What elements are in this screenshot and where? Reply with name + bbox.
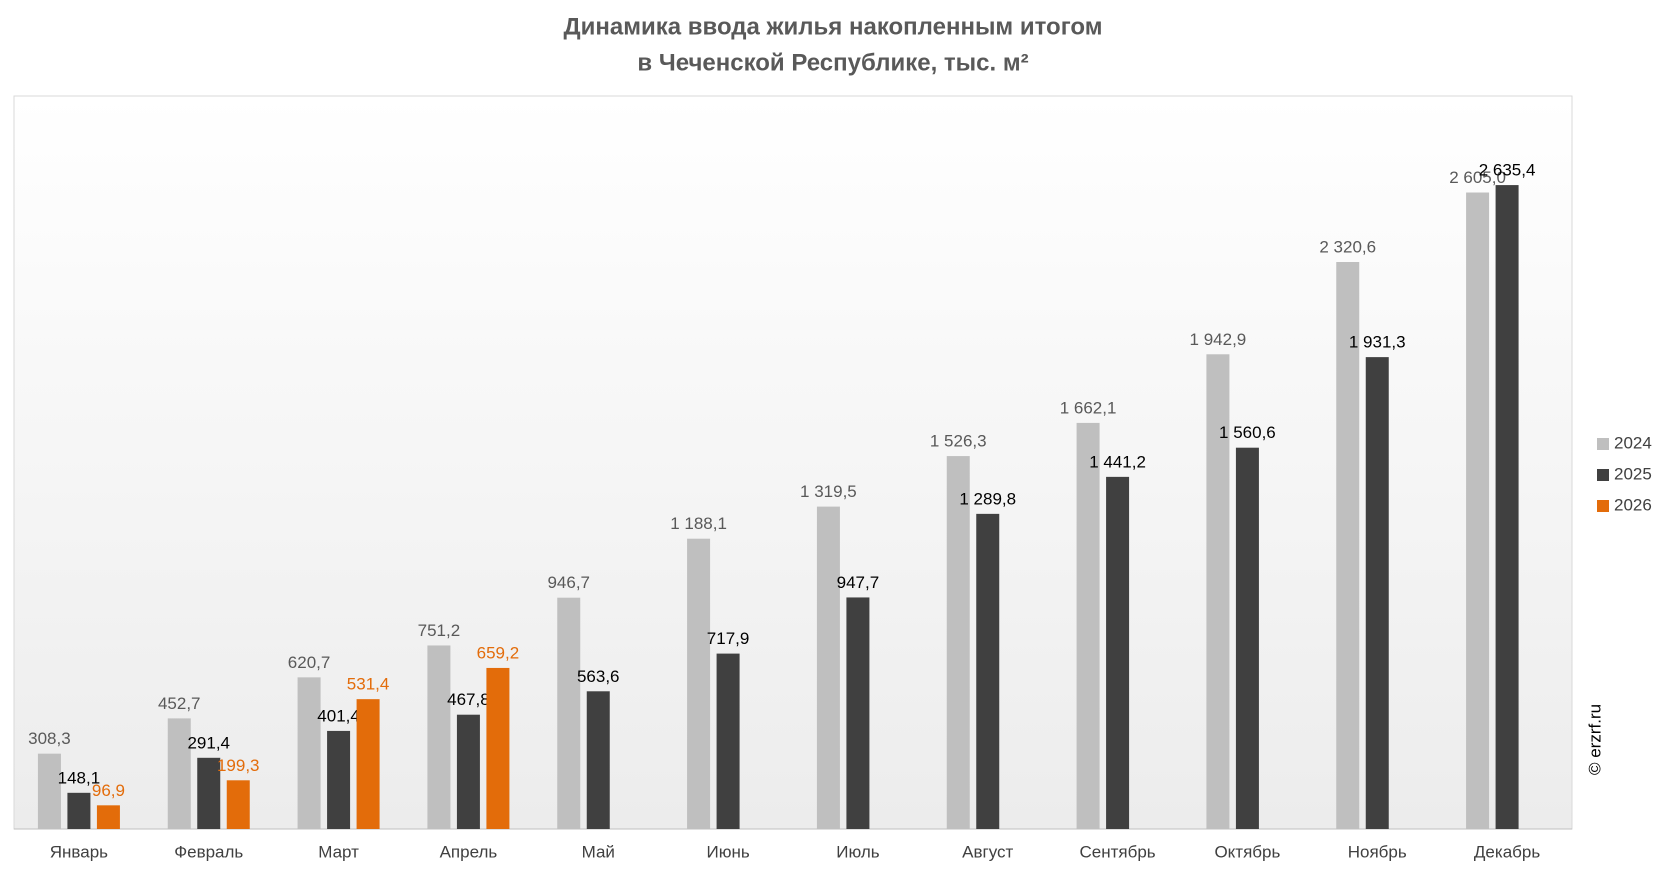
chart-title: Динамика ввода жилья накопленным итогом — [564, 13, 1103, 40]
bar — [846, 597, 870, 829]
value-label: 947,7 — [837, 573, 880, 592]
bar — [1106, 476, 1130, 829]
value-label: 148,1 — [58, 768, 101, 787]
value-label: 96,9 — [92, 781, 125, 800]
legend-swatch — [1597, 500, 1609, 512]
x-tick-label: Июль — [836, 842, 880, 861]
value-label: 2 635,4 — [1479, 161, 1536, 180]
bar — [1336, 262, 1360, 829]
bar — [96, 805, 120, 829]
bar — [557, 597, 581, 829]
value-label: 563,6 — [577, 667, 620, 686]
value-label: 291,4 — [187, 733, 230, 752]
bar — [1495, 185, 1519, 830]
bar — [327, 730, 351, 829]
bar — [1365, 357, 1389, 829]
x-tick-label: Май — [582, 842, 615, 861]
bar — [486, 667, 510, 829]
value-label: 308,3 — [28, 729, 71, 748]
value-label: 1 931,3 — [1349, 333, 1406, 352]
bar — [976, 513, 1000, 829]
bar — [197, 757, 221, 829]
value-label: 199,3 — [217, 756, 260, 775]
bar — [226, 780, 250, 829]
legend-swatch — [1597, 438, 1609, 450]
value-label: 659,2 — [477, 643, 520, 662]
value-label: 1 526,3 — [930, 432, 987, 451]
legend-label: 2025 — [1614, 464, 1652, 483]
x-tick-label: Февраль — [174, 842, 243, 861]
value-label: 751,2 — [418, 621, 461, 640]
bar — [356, 699, 380, 829]
value-label: 1 662,1 — [1060, 398, 1117, 417]
value-label: 946,7 — [547, 573, 590, 592]
value-label: 467,8 — [447, 690, 490, 709]
x-tick-label: Январь — [50, 842, 108, 861]
bar — [946, 456, 970, 829]
x-tick-label: Март — [318, 842, 359, 861]
value-label: 531,4 — [347, 675, 390, 694]
value-label: 1 289,8 — [959, 489, 1016, 508]
bar — [456, 714, 480, 829]
watermark: © erzrf.ru — [1585, 704, 1604, 775]
x-tick-label: Август — [962, 842, 1013, 861]
value-label: 1 942,9 — [1190, 330, 1247, 349]
bar — [687, 538, 711, 829]
legend-swatch — [1597, 469, 1609, 481]
bar — [67, 792, 91, 829]
bar — [167, 718, 191, 829]
x-tick-label: Сентябрь — [1079, 842, 1155, 861]
x-tick-label: Ноябрь — [1348, 842, 1407, 861]
bar — [716, 653, 740, 829]
value-label: 1 441,2 — [1089, 452, 1146, 471]
value-label: 2 605,0 — [1449, 168, 1506, 187]
legend-label: 2026 — [1614, 495, 1652, 514]
bar — [586, 691, 610, 829]
bar — [37, 753, 61, 829]
bar — [1206, 354, 1230, 829]
x-tick-label: Июнь — [706, 842, 749, 861]
bar — [427, 645, 451, 829]
plot-area — [13, 95, 1573, 830]
value-label: 620,7 — [288, 653, 331, 672]
value-label: 717,9 — [707, 629, 750, 648]
bar — [1235, 447, 1259, 829]
value-label: 1 188,1 — [670, 514, 727, 533]
bar — [1466, 192, 1490, 830]
bar — [1076, 422, 1100, 829]
value-label: 452,7 — [158, 694, 201, 713]
value-label: 401,4 — [317, 706, 360, 725]
value-label: 1 560,6 — [1219, 423, 1276, 442]
value-label: 1 319,5 — [800, 482, 857, 501]
x-tick-label: Декабрь — [1474, 842, 1540, 861]
chart-title: в Чеченской Республике, тыс. м² — [637, 49, 1028, 76]
bar — [297, 677, 321, 829]
x-tick-label: Апрель — [440, 842, 498, 861]
value-label: 2 320,6 — [1319, 237, 1376, 256]
bar — [816, 506, 840, 829]
legend-label: 2024 — [1614, 433, 1652, 452]
x-tick-label: Октябрь — [1214, 842, 1280, 861]
